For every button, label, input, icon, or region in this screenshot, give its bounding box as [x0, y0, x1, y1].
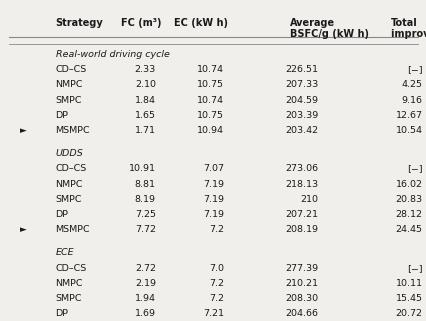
Text: 7.2: 7.2	[209, 279, 224, 288]
Text: UDDS: UDDS	[55, 149, 83, 158]
Text: 7.19: 7.19	[203, 179, 224, 189]
Text: Strategy: Strategy	[55, 18, 103, 28]
Text: 203.42: 203.42	[284, 126, 317, 135]
Text: [−]: [−]	[406, 264, 422, 273]
Text: CD–CS: CD–CS	[55, 164, 86, 173]
Text: 7.2: 7.2	[209, 225, 224, 234]
Text: Total
improvement (%): Total improvement (%)	[390, 18, 426, 39]
Text: 24.45: 24.45	[395, 225, 422, 234]
Text: 2.72: 2.72	[135, 264, 155, 273]
Text: EC (kW h): EC (kW h)	[173, 18, 227, 28]
Text: Average
BSFC/g (kW h): Average BSFC/g (kW h)	[290, 18, 368, 39]
Text: 7.19: 7.19	[203, 195, 224, 204]
Text: 10.91: 10.91	[129, 164, 155, 173]
Text: 15.45: 15.45	[395, 294, 422, 303]
Text: 16.02: 16.02	[395, 179, 422, 189]
Text: 7.0: 7.0	[209, 264, 224, 273]
Text: 10.75: 10.75	[197, 80, 224, 89]
Text: 10.94: 10.94	[197, 126, 224, 135]
Text: 210: 210	[299, 195, 317, 204]
Text: FC (m³): FC (m³)	[121, 18, 161, 28]
Text: [−]: [−]	[406, 164, 422, 173]
Text: 207.33: 207.33	[284, 80, 317, 89]
Text: NMPC: NMPC	[55, 179, 83, 189]
Text: 10.75: 10.75	[197, 111, 224, 120]
Text: 20.72: 20.72	[395, 309, 422, 318]
Text: 1.65: 1.65	[135, 111, 155, 120]
Text: MSMPC: MSMPC	[55, 225, 90, 234]
Text: CD–CS: CD–CS	[55, 264, 86, 273]
Text: 7.19: 7.19	[203, 210, 224, 219]
Text: 10.74: 10.74	[197, 96, 224, 105]
Text: 7.21: 7.21	[203, 309, 224, 318]
Text: 28.12: 28.12	[395, 210, 422, 219]
Text: 273.06: 273.06	[284, 164, 317, 173]
Text: CD–CS: CD–CS	[55, 65, 86, 74]
Text: ECE: ECE	[55, 248, 74, 257]
Text: 208.30: 208.30	[284, 294, 317, 303]
Text: DP: DP	[55, 309, 68, 318]
Text: 207.21: 207.21	[285, 210, 317, 219]
Text: 10.54: 10.54	[395, 126, 422, 135]
Text: 1.69: 1.69	[135, 309, 155, 318]
Text: 204.66: 204.66	[285, 309, 317, 318]
Text: 7.2: 7.2	[209, 294, 224, 303]
Text: NMPC: NMPC	[55, 80, 83, 89]
Text: ►: ►	[20, 225, 27, 234]
Text: 7.72: 7.72	[135, 225, 155, 234]
Text: 12.67: 12.67	[395, 111, 422, 120]
Text: 210.21: 210.21	[285, 279, 317, 288]
Text: 7.25: 7.25	[135, 210, 155, 219]
Text: 208.19: 208.19	[285, 225, 317, 234]
Text: DP: DP	[55, 111, 68, 120]
Text: 8.19: 8.19	[135, 195, 155, 204]
Text: 203.39: 203.39	[284, 111, 317, 120]
Text: [−]: [−]	[406, 65, 422, 74]
Text: 1.71: 1.71	[135, 126, 155, 135]
Text: 226.51: 226.51	[285, 65, 317, 74]
Text: 20.83: 20.83	[394, 195, 422, 204]
Text: 4.25: 4.25	[401, 80, 422, 89]
Text: SMPC: SMPC	[55, 195, 82, 204]
Text: 2.19: 2.19	[135, 279, 155, 288]
Text: 204.59: 204.59	[285, 96, 317, 105]
Text: ►: ►	[20, 126, 27, 135]
Text: SMPC: SMPC	[55, 294, 82, 303]
Text: Real-world driving cycle: Real-world driving cycle	[55, 50, 169, 59]
Text: 10.74: 10.74	[197, 65, 224, 74]
Text: SMPC: SMPC	[55, 96, 82, 105]
Text: DP: DP	[55, 210, 68, 219]
Text: 9.16: 9.16	[401, 96, 422, 105]
Text: 1.94: 1.94	[135, 294, 155, 303]
Text: 277.39: 277.39	[284, 264, 317, 273]
Text: 1.84: 1.84	[135, 96, 155, 105]
Text: MSMPC: MSMPC	[55, 126, 90, 135]
Text: 10.11: 10.11	[395, 279, 422, 288]
Text: 2.33: 2.33	[134, 65, 155, 74]
Text: 8.81: 8.81	[135, 179, 155, 189]
Text: 7.07: 7.07	[203, 164, 224, 173]
Text: NMPC: NMPC	[55, 279, 83, 288]
Text: 218.13: 218.13	[284, 179, 317, 189]
Text: 2.10: 2.10	[135, 80, 155, 89]
